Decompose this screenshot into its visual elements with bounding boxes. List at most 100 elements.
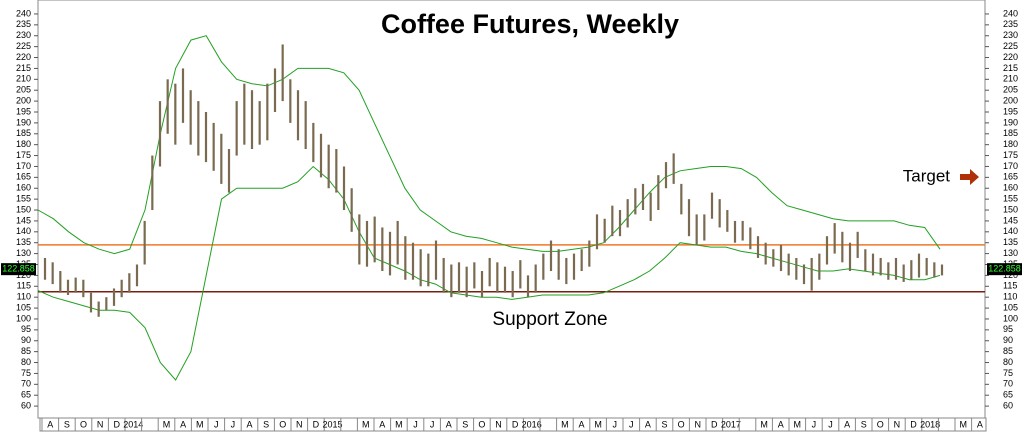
y-tick-label-right: 80: [1003, 357, 1013, 367]
x-tick-label: A: [446, 419, 452, 429]
y-tick-label-left: 145: [16, 215, 31, 225]
y-tick-label-left: 85: [21, 346, 31, 356]
x-tick-label: M: [163, 419, 171, 429]
x-tick-label: O: [478, 419, 485, 429]
x-tick-label: 2016: [522, 419, 542, 429]
x-tick-label: A: [977, 419, 983, 429]
x-tick-label: D: [512, 419, 519, 429]
y-tick-label-left: 165: [16, 172, 31, 182]
y-tick-label-right: 100: [1003, 313, 1018, 323]
price-box-left-label: 122.858: [2, 264, 35, 274]
x-tick-label: D: [910, 419, 917, 429]
y-tick-label-left: 200: [16, 95, 31, 105]
y-tick-label-left: 210: [16, 74, 31, 84]
y-tick-label-left: 105: [16, 302, 31, 312]
y-tick-label-right: 175: [1003, 150, 1018, 160]
y-tick-label-right: 145: [1003, 215, 1018, 225]
x-tick-label: S: [462, 419, 468, 429]
y-tick-label-right: 90: [1003, 335, 1013, 345]
y-tick-label-left: 115: [17, 281, 31, 291]
support-label: Support Zone: [492, 309, 607, 330]
band-upper: [37, 35, 941, 255]
y-tick-label-right: 75: [1003, 368, 1013, 378]
y-tick-label-right: 190: [1003, 117, 1018, 127]
x-tick-label: D: [113, 419, 120, 429]
chart-title: Coffee Futures, Weekly: [381, 9, 679, 39]
x-tick-label: 2014: [123, 419, 143, 429]
y-tick-label-right: 130: [1003, 248, 1018, 258]
x-tick-label: A: [578, 419, 584, 429]
y-tick-label-left: 205: [16, 85, 31, 95]
y-tick-label-right: 225: [1003, 41, 1018, 51]
y-tick-label-right: 135: [1003, 237, 1018, 247]
y-tick-label-right: 115: [1003, 281, 1017, 291]
x-tick-label: S: [861, 419, 867, 429]
price-box-right-label: 122.858: [988, 264, 1021, 274]
y-tick-label-right: 235: [1003, 19, 1018, 29]
y-tick-label-left: 150: [16, 204, 31, 214]
y-tick-label-right: 150: [1003, 204, 1018, 214]
y-tick-label-left: 170: [16, 161, 31, 171]
x-tick-label: J: [612, 419, 617, 429]
x-tick-label: N: [694, 419, 701, 429]
y-tick-label-left: 230: [16, 30, 31, 40]
target-label: Target: [903, 166, 951, 185]
y-tick-label-right: 240: [1003, 8, 1018, 18]
x-tick-label: M: [395, 419, 403, 429]
x-tick-label: A: [180, 419, 186, 429]
y-tick-label-left: 65: [21, 390, 31, 400]
y-tick-label-right: 155: [1003, 194, 1018, 204]
x-tick-label: J: [413, 419, 418, 429]
y-tick-label-right: 60: [1003, 400, 1013, 410]
y-tick-label-left: 160: [16, 183, 31, 193]
x-tick-label: M: [362, 419, 370, 429]
x-tick-label: A: [844, 419, 850, 429]
x-tick-label: J: [812, 419, 817, 429]
x-tick-label: A: [778, 419, 784, 429]
x-tick-label: O: [279, 419, 286, 429]
y-tick-label-right: 140: [1003, 226, 1018, 236]
x-tick-label: J: [828, 419, 833, 429]
y-tick-label-right: 160: [1003, 183, 1018, 193]
x-tick-label: M: [794, 419, 802, 429]
y-tick-label-right: 220: [1003, 52, 1018, 62]
price-box-right: [987, 263, 1022, 276]
price-box-left: [1, 263, 36, 276]
x-tick-label: 2017: [721, 419, 741, 429]
x-tick-label: M: [960, 419, 968, 429]
y-tick-label-left: 100: [16, 313, 31, 323]
y-tick-label-left: 235: [16, 19, 31, 29]
y-tick-label-left: 185: [16, 128, 31, 138]
month-strip: [39, 417, 987, 432]
plot-frame: [37, 0, 986, 419]
x-tick-label: N: [97, 419, 104, 429]
y-tick-label-left: 95: [21, 324, 31, 334]
y-tick-label-right: 230: [1003, 30, 1018, 40]
y-tick-label-left: 190: [16, 117, 31, 127]
y-tick-label-left: 180: [16, 139, 31, 149]
x-tick-label: J: [629, 419, 634, 429]
x-tick-label: O: [877, 419, 884, 429]
y-tick-label-left: 110: [17, 292, 31, 302]
y-tick-label-right: 210: [1003, 74, 1018, 84]
y-tick-label-right: 215: [1003, 63, 1018, 73]
y-tick-label-left: 130: [16, 248, 31, 258]
x-tick-label: O: [678, 419, 685, 429]
x-tick-label: S: [263, 419, 269, 429]
target-arrow: [960, 169, 979, 185]
y-tick-label-right: 110: [1003, 292, 1017, 302]
x-tick-label: N: [495, 419, 502, 429]
x-tick-label: J: [430, 419, 435, 429]
y-tick-label-left: 60: [21, 400, 31, 410]
x-tick-label: 2018: [920, 419, 940, 429]
x-tick-label: D: [313, 419, 320, 429]
x-tick-label: S: [64, 419, 70, 429]
x-tick-label: A: [246, 419, 252, 429]
y-tick-label-left: 195: [16, 106, 31, 116]
y-tick-label-left: 90: [21, 335, 31, 345]
y-tick-label-left: 140: [16, 226, 31, 236]
x-tick-label: A: [379, 419, 385, 429]
x-tick-label: A: [47, 419, 53, 429]
x-tick-label: M: [760, 419, 768, 429]
